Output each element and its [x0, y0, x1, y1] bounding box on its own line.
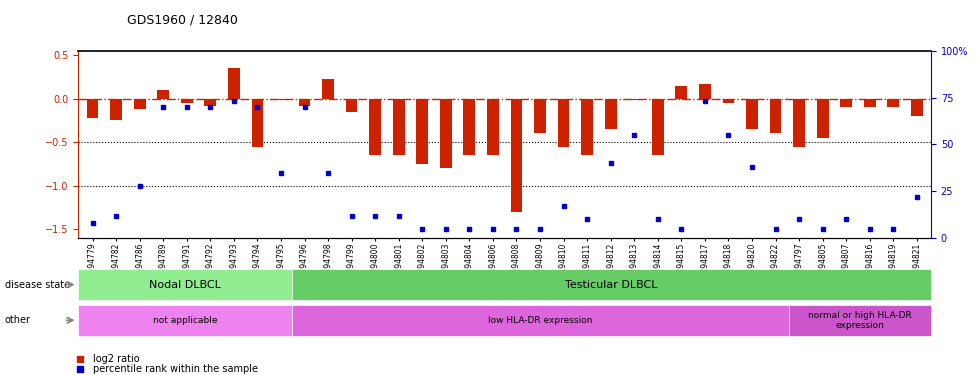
Bar [464, 99, 475, 155]
Text: disease state: disease state [5, 280, 70, 290]
Bar [252, 99, 264, 147]
Bar [793, 99, 805, 147]
Bar [558, 99, 569, 147]
Bar [746, 99, 758, 129]
Bar [840, 99, 852, 107]
Text: GDS1960 / 12840: GDS1960 / 12840 [127, 13, 238, 26]
Bar [369, 99, 381, 155]
Bar [86, 99, 98, 118]
Bar [581, 99, 593, 155]
Text: percentile rank within the sample: percentile rank within the sample [93, 364, 258, 374]
Text: other: other [5, 315, 31, 325]
Bar [534, 99, 546, 134]
Text: not applicable: not applicable [153, 316, 218, 325]
Bar [789, 305, 931, 336]
Bar [722, 99, 734, 103]
Bar [605, 99, 616, 129]
Text: Testicular DLBCL: Testicular DLBCL [565, 280, 658, 290]
Bar [299, 99, 311, 106]
Text: low HLA-DR expression: low HLA-DR expression [488, 316, 593, 325]
Bar [322, 80, 334, 99]
Bar [78, 305, 292, 336]
Bar [864, 99, 876, 107]
Bar [652, 99, 663, 155]
Bar [769, 99, 781, 134]
Bar [205, 99, 217, 106]
Bar [440, 99, 452, 168]
Bar [487, 99, 499, 155]
Bar [511, 99, 522, 212]
Bar [416, 99, 428, 164]
Bar [275, 99, 287, 100]
Text: log2 ratio: log2 ratio [93, 354, 140, 364]
Bar [346, 99, 358, 112]
Bar [911, 99, 923, 116]
Bar [110, 99, 122, 120]
Bar [628, 99, 640, 100]
Bar [699, 84, 710, 99]
Bar [181, 99, 193, 103]
Bar [133, 99, 145, 109]
Text: Nodal DLBCL: Nodal DLBCL [149, 280, 220, 290]
Bar [888, 99, 900, 107]
Bar [228, 68, 240, 99]
Bar [78, 269, 292, 300]
Bar [675, 86, 687, 99]
Text: normal or high HLA-DR
expression: normal or high HLA-DR expression [808, 310, 911, 330]
Bar [158, 90, 170, 99]
Bar [292, 305, 789, 336]
Bar [816, 99, 828, 138]
Bar [292, 269, 931, 300]
Bar [393, 99, 405, 155]
